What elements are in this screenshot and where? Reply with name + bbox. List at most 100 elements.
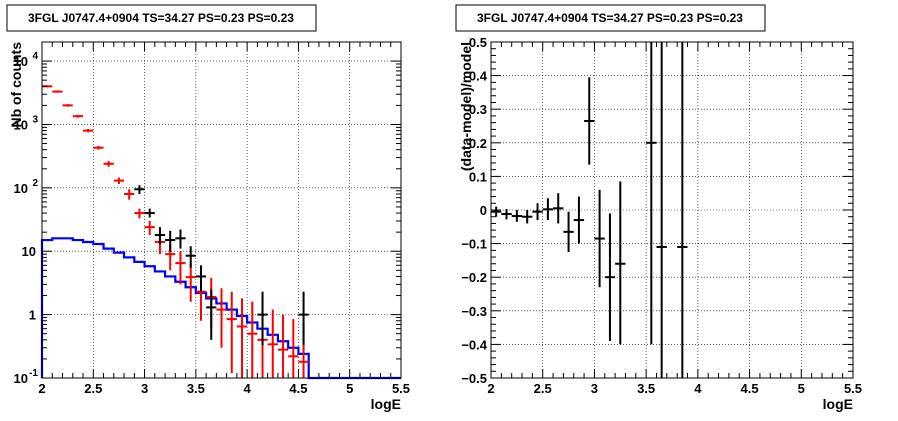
data-point [134,185,145,194]
residuals-x-tick-label: 2.5 [534,381,552,396]
total-model-point [83,128,94,133]
counts-y-tick-label: 1 [29,308,36,323]
total-model-point [175,251,186,285]
total-model-point [124,189,135,200]
residuals-chart-title: 3FGL J0747.4+0904 TS=34.27 PS=0.23 PS=0.… [477,11,743,25]
residual-point [511,210,523,222]
residuals-panel: 2 2.5 3 3.5 4 4.5 5 5.5 −0.5 −0.4 −0.3 −0.2 −0.1 0 0.1… [455,4,862,412]
total-model-point [288,319,299,378]
total-model-point [72,114,84,118]
counts-x-tick-label: 4 [244,381,252,396]
counts-x-tick-label: 5 [346,381,353,396]
residual-point [553,193,564,224]
residuals-x-axis-title: logE [823,396,853,412]
counts-y-tick-label: 10 [14,371,28,386]
counts-x-tick-label: 2 [38,381,45,396]
residuals-data-points [491,42,688,378]
residual-point [573,196,585,244]
residual-point [584,77,595,165]
residual-point [532,203,543,221]
residuals-x-tick-label: 3.5 [637,381,655,396]
residuals-y-tick-label: 0.5 [469,35,487,50]
counts-y-axis-title: Nb of counts [8,42,24,128]
data-point [298,291,309,346]
counts-x-tick-label: 2.5 [84,381,102,396]
total-model-point [52,90,63,93]
residual-point [501,208,512,220]
residual-point [522,210,533,224]
total-model-point [267,309,278,378]
residual-point [594,189,605,288]
residual-point [656,42,667,378]
counts-y-tick-label: 10 [14,117,28,132]
total-model-point [185,263,196,302]
data-point [144,208,155,218]
residual-point [615,181,626,345]
counts-y-tick-label: 10 [22,244,36,259]
residual-point [542,198,554,221]
residuals-ticks [490,41,854,379]
counts-y-tick-exponent: -1 [29,368,38,379]
counts-x-tick-label: 5.5 [392,381,410,396]
counts-x-tick-label: 3.5 [187,381,205,396]
residual-point [677,42,688,378]
data-point [257,291,268,346]
residuals-x-tick-label: 5 [798,381,805,396]
counts-title-box [6,4,317,32]
counts-y-tick-exponent: 3 [32,114,38,125]
data-point [185,246,196,268]
counts-chart-title: 3FGL J0747.4+0904 TS=34.27 PS=0.23 PS=0.… [28,11,294,25]
residuals-y-tick-label: −0.5 [461,371,487,386]
total-model-point [113,177,125,185]
total-model-point [144,220,155,236]
residuals-y-tick-label: −0.3 [461,304,487,319]
residuals-x-tick-label: 4.5 [741,381,759,396]
residuals-y-tick-label: −0.4 [461,337,487,352]
total-model-point [93,145,104,150]
counts-x-tick-label: 3 [141,381,148,396]
data-point [154,227,166,245]
residuals-tick-labels: 2 2.5 3 3.5 4 4.5 5 5.5 −0.5 −0.4 −0.3 −0.2 −0.1 0 0.1… [461,35,862,396]
total-model-point [62,104,73,107]
counts-y-tick-label: 10 [14,54,28,69]
residuals-y-axis-title: (data-model)/model [458,42,474,171]
residuals-plot-border [490,41,854,379]
counts-y-tick-label: 10 [14,181,28,196]
residuals-y-tick-label: −0.2 [461,270,487,285]
counts-x-axis-title: logE [371,396,401,412]
residuals-y-tick-label: 0 [480,203,487,218]
total-model-point [216,288,227,348]
counts-data-points [134,185,309,346]
residuals-y-tick-label: −0.1 [461,237,487,252]
residuals-x-tick-label: 4 [694,381,702,396]
total-model-point [277,314,289,378]
total-model-point [247,301,258,378]
residual-point [646,42,657,345]
counts-ticks [41,42,402,379]
residuals-y-tick-label: 0.4 [469,69,488,84]
data-point [165,230,176,252]
residuals-y-tick-label: 0.1 [469,169,487,184]
data-point [206,289,217,340]
residuals-x-tick-label: 3 [591,381,598,396]
residuals-y-tick-label: 0.3 [469,102,487,117]
total-model-point [226,291,237,373]
counts-plot-border [41,41,402,379]
residual-point [491,206,502,217]
total-model-point [236,298,248,378]
residuals-x-tick-label: 5.5 [844,381,862,396]
residuals-title-box [455,4,766,32]
residual-point [563,211,574,252]
counts-y-tick-exponent: 2 [32,178,38,189]
counts-x-tick-label: 4.5 [289,381,307,396]
data-point [195,265,207,292]
total-model-point [103,161,114,167]
total-model-point [134,208,145,219]
residuals-y-tick-label: 0.2 [469,136,487,151]
data-point [175,229,186,249]
residuals-x-tick-label: 2 [487,381,494,396]
counts-y-tick-exponent: 4 [32,51,38,62]
